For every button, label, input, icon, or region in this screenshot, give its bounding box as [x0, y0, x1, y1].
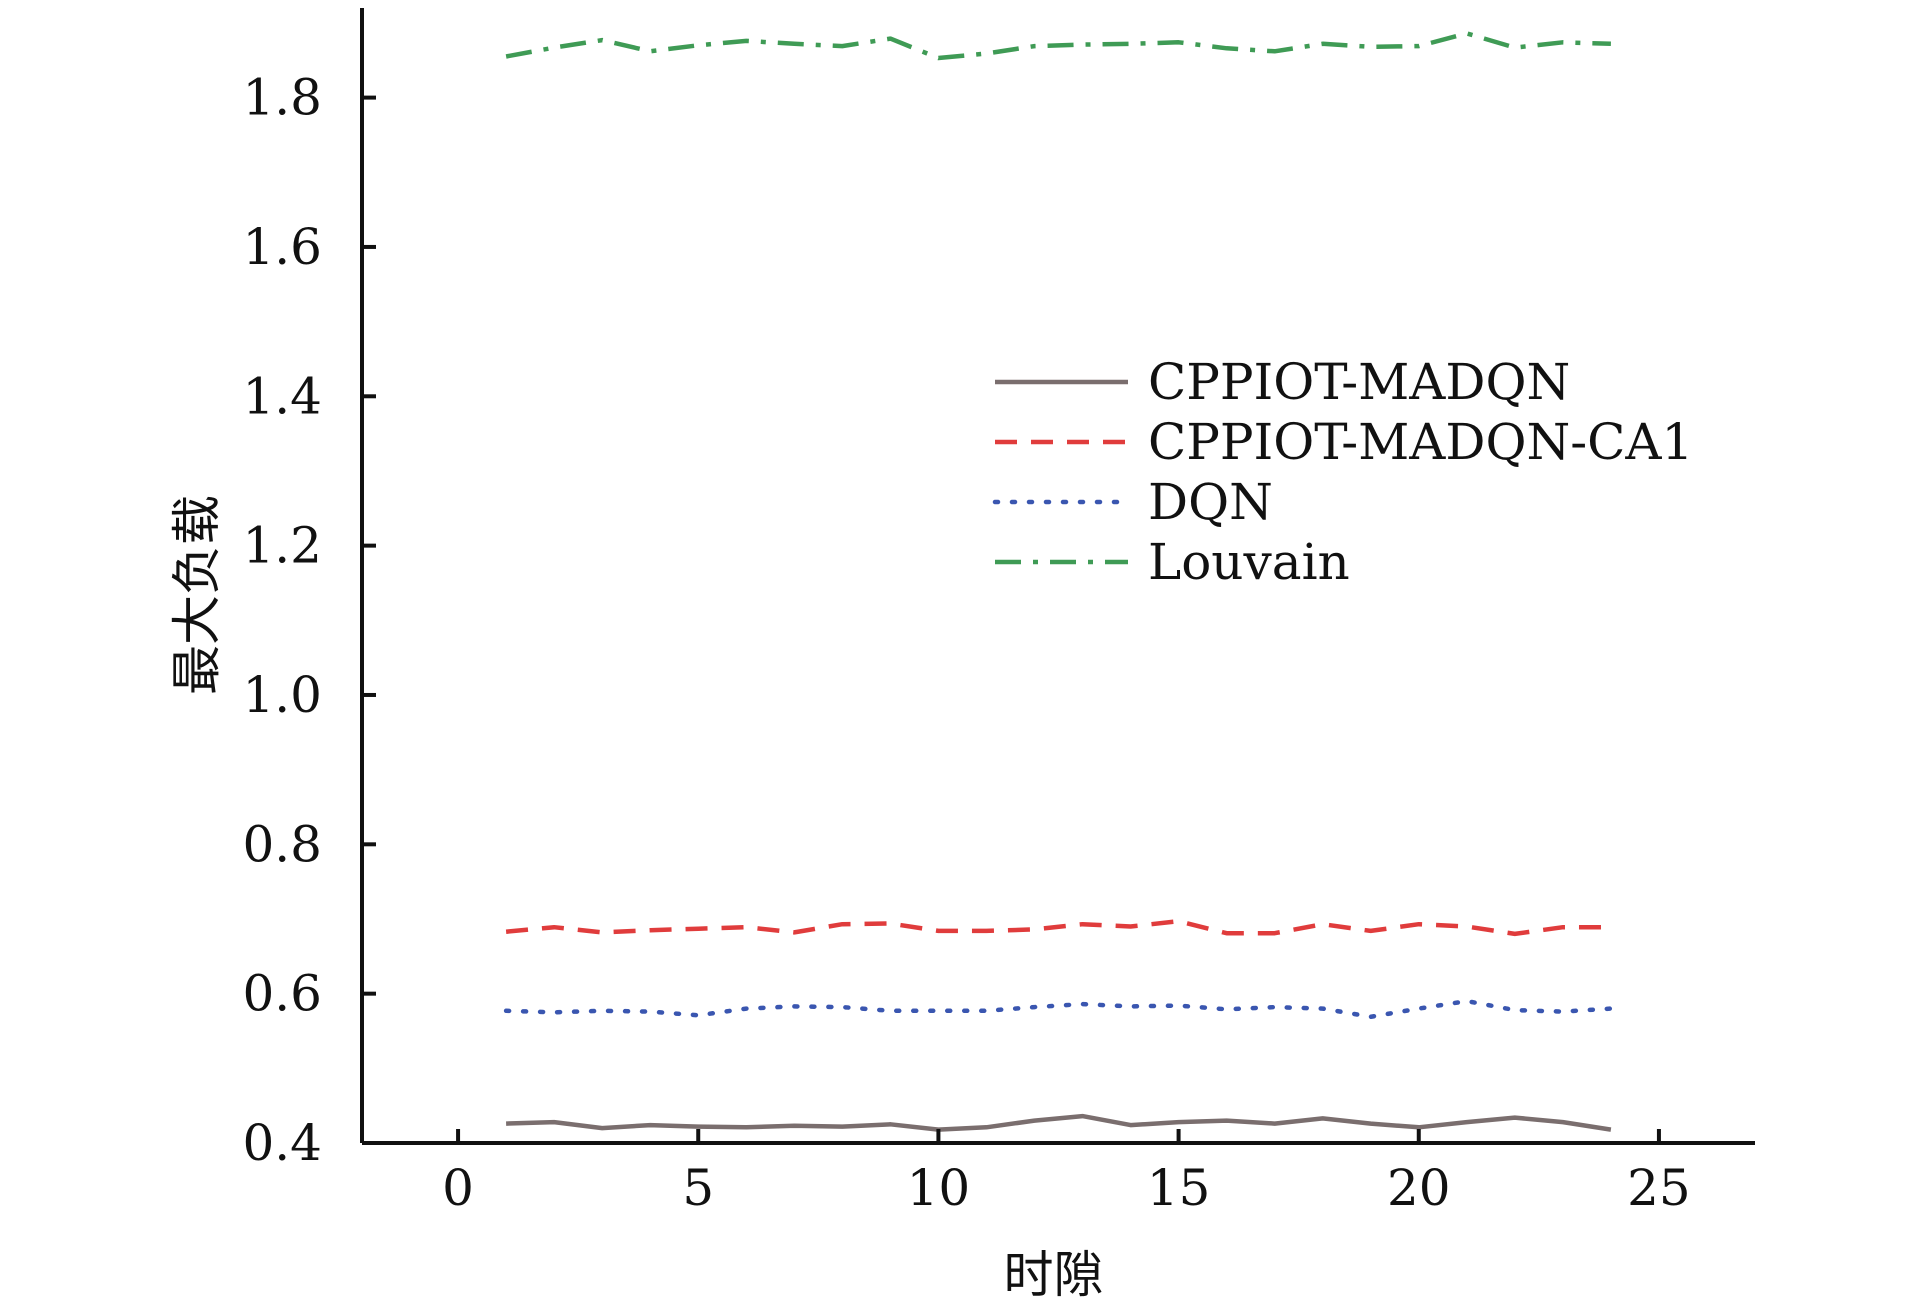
axes: 0 5 10 15 20 25 0.4 0.6 0.8 1.0 1.2 1.4 1.6 1.8 [242, 8, 1755, 1217]
y-tick-label: 1.2 [242, 517, 322, 575]
y-tick-label: 0.4 [242, 1114, 322, 1172]
x-tick-label: 5 [682, 1159, 714, 1217]
legend-label-3: DQN [1148, 473, 1273, 531]
plot-area [503, 31, 1614, 1132]
y-tick-label: 1.6 [242, 218, 322, 276]
y-tick-label: 1.4 [242, 367, 322, 425]
legend-label-1: CPPIOT-MADQN [1148, 353, 1570, 411]
x-tick-label: 25 [1627, 1159, 1691, 1217]
series-line-3 [503, 998, 1614, 1020]
series-line-1 [506, 1113, 1612, 1132]
y-tick-label: 0.6 [242, 965, 322, 1023]
y-tick-label: 1.0 [242, 666, 322, 724]
legend-label-4: Louvain [1148, 533, 1350, 591]
y-axis-title: 最大负载 [168, 495, 226, 695]
y-tick-label: 1.8 [242, 69, 322, 127]
x-tick-label: 0 [442, 1159, 474, 1217]
x-tick-label: 15 [1147, 1159, 1211, 1217]
y-tick-label: 0.8 [242, 815, 322, 873]
x-tick-label: 10 [907, 1159, 971, 1217]
x-tick-label: 20 [1387, 1159, 1451, 1217]
x-axis-title: 时隙 [1004, 1246, 1104, 1299]
series-line-4 [505, 31, 1611, 61]
series-line-2 [505, 918, 1611, 937]
legend-label-2: CPPIOT-MADQN-CA1 [1148, 413, 1693, 471]
